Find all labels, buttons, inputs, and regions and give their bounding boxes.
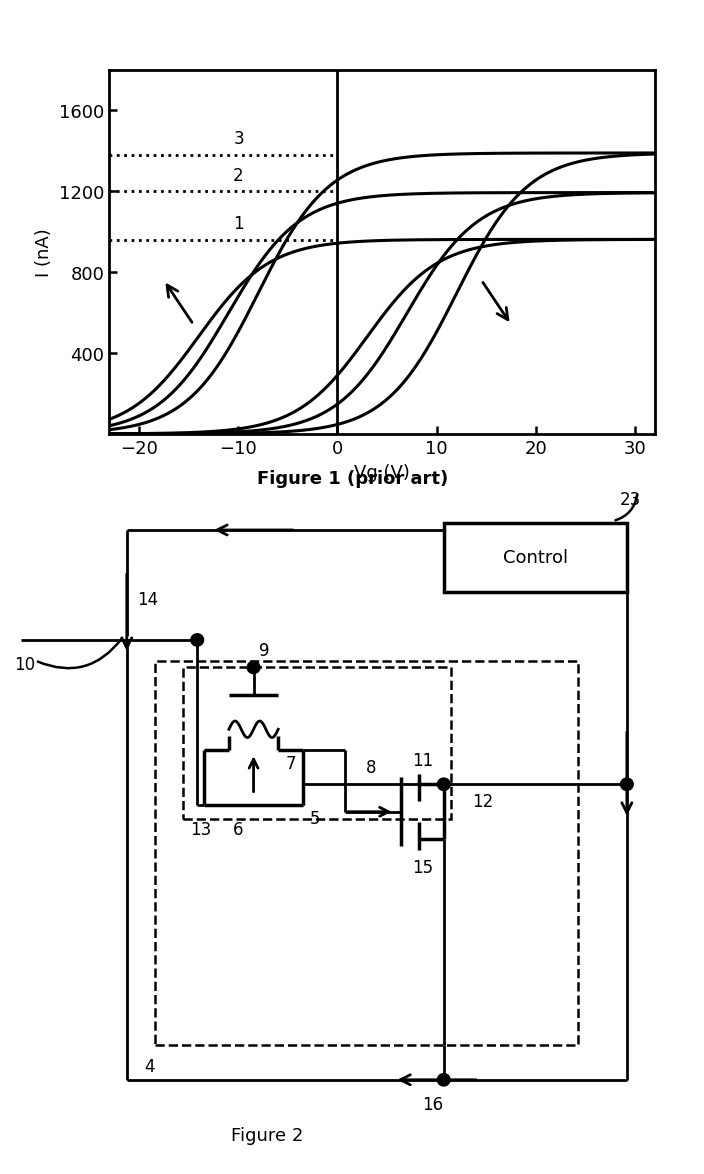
Text: 4: 4 bbox=[144, 1057, 155, 1075]
Bar bbox=[183, 668, 451, 819]
Text: 7: 7 bbox=[285, 755, 296, 772]
Text: 10: 10 bbox=[14, 655, 35, 674]
Text: 5: 5 bbox=[310, 810, 320, 828]
Text: Figure 2: Figure 2 bbox=[232, 1127, 303, 1145]
Text: 1: 1 bbox=[233, 215, 244, 234]
Bar bbox=[444, 524, 627, 592]
Y-axis label: I (nA): I (nA) bbox=[35, 228, 54, 277]
Text: 3: 3 bbox=[233, 130, 244, 148]
Circle shape bbox=[247, 662, 260, 674]
Text: 12: 12 bbox=[472, 792, 493, 811]
Text: 15: 15 bbox=[412, 858, 433, 876]
Circle shape bbox=[437, 778, 450, 791]
Text: 6: 6 bbox=[232, 821, 243, 838]
Circle shape bbox=[191, 634, 203, 647]
Text: 16: 16 bbox=[422, 1095, 444, 1113]
X-axis label: Vg (V): Vg (V) bbox=[354, 464, 410, 483]
Text: 2: 2 bbox=[233, 167, 244, 184]
Text: 9: 9 bbox=[259, 642, 270, 660]
Text: Control: Control bbox=[503, 549, 567, 567]
Text: Figure 1 (prior art): Figure 1 (prior art) bbox=[256, 470, 448, 487]
Circle shape bbox=[620, 778, 633, 791]
Text: 8: 8 bbox=[366, 758, 377, 776]
Text: 23: 23 bbox=[620, 491, 641, 508]
Circle shape bbox=[437, 1074, 450, 1086]
Bar bbox=[155, 661, 577, 1046]
Text: 13: 13 bbox=[190, 821, 211, 838]
Text: 11: 11 bbox=[412, 751, 433, 769]
Text: 14: 14 bbox=[137, 591, 158, 608]
